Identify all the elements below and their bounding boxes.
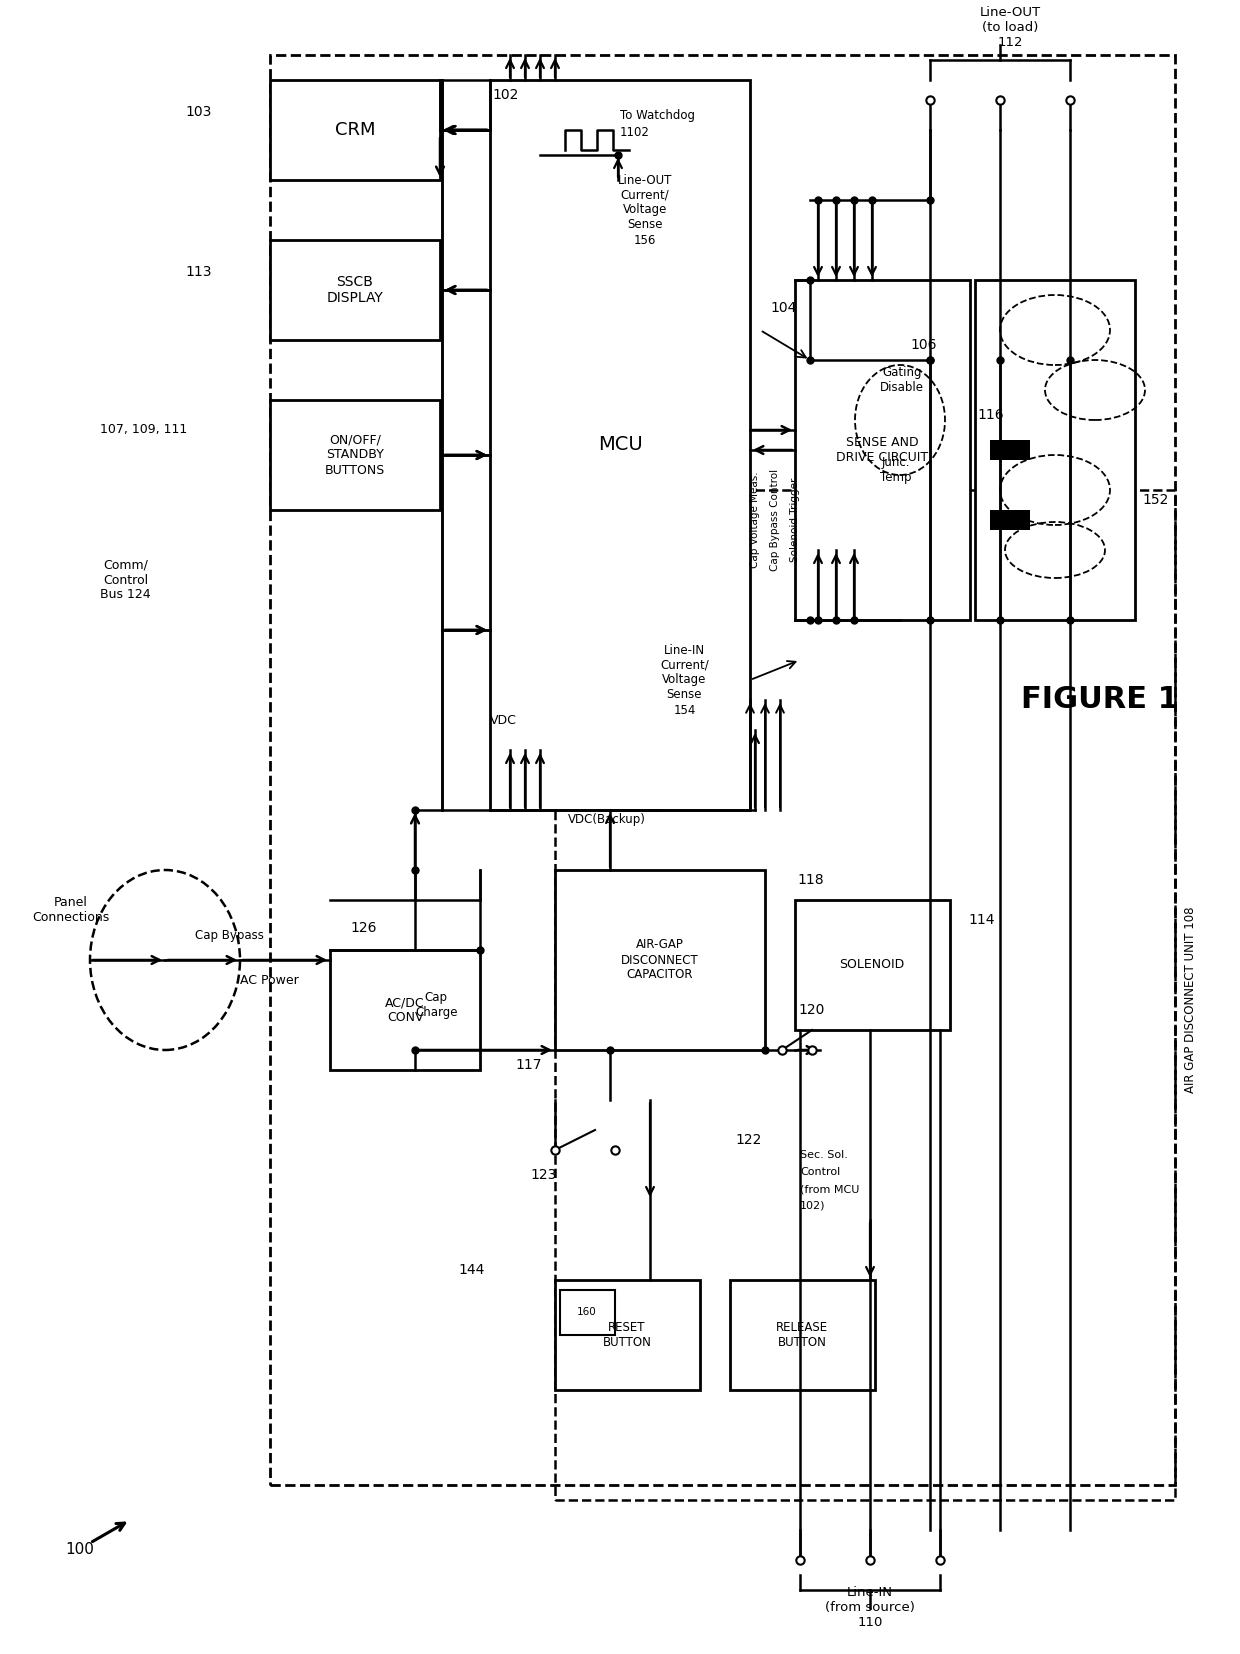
Text: VDC(Backup): VDC(Backup)	[568, 814, 646, 827]
Text: 160: 160	[577, 1307, 596, 1317]
Text: 123: 123	[529, 1168, 557, 1183]
Polygon shape	[990, 440, 1030, 460]
Bar	[270, 240, 440, 341]
Text: Cap Bypass: Cap Bypass	[195, 928, 264, 941]
Text: Line-IN
Current/
Voltage
Sense
154: Line-IN Current/ Voltage Sense 154	[660, 643, 709, 716]
Bar	[975, 280, 1135, 620]
Text: 106: 106	[910, 337, 936, 352]
Text: Gating
Disable: Gating Disable	[880, 366, 924, 394]
Bar	[795, 900, 950, 1030]
Text: 107, 109, 111: 107, 109, 111	[100, 423, 187, 437]
Text: Cap Bypass Control: Cap Bypass Control	[770, 470, 780, 571]
Text: SENSE AND
DRIVE CIRCUIT: SENSE AND DRIVE CIRCUIT	[836, 437, 928, 465]
Text: Line-IN
(from source)
110: Line-IN (from source) 110	[825, 1586, 915, 1629]
Bar	[795, 280, 970, 620]
Bar	[270, 55, 1176, 1485]
Text: Line-OUT
(to load)
112: Line-OUT (to load) 112	[980, 7, 1040, 50]
Text: 114: 114	[968, 913, 994, 926]
Text: 102: 102	[492, 88, 518, 103]
Text: Sec. Sol.: Sec. Sol.	[800, 1150, 848, 1159]
Text: Control: Control	[800, 1168, 841, 1178]
Text: To Watchdog: To Watchdog	[620, 109, 694, 121]
Bar	[556, 870, 765, 1050]
Text: AC Power: AC Power	[241, 974, 299, 986]
Bar	[270, 79, 440, 180]
Text: MCU: MCU	[598, 435, 642, 455]
Text: RESET
BUTTON: RESET BUTTON	[603, 1322, 651, 1350]
Text: ON/OFF/
STANDBY
BUTTONS: ON/OFF/ STANDBY BUTTONS	[325, 433, 386, 476]
Text: 1102: 1102	[620, 126, 650, 139]
Text: 122: 122	[735, 1133, 761, 1146]
Text: Junc.
Temp: Junc. Temp	[880, 457, 911, 485]
Text: Comm/
Control
Bus 124: Comm/ Control Bus 124	[100, 559, 150, 602]
Text: Line-OUT
Current/
Voltage
Sense
156: Line-OUT Current/ Voltage Sense 156	[618, 174, 672, 246]
Bar	[730, 1280, 875, 1389]
Bar	[556, 1280, 701, 1389]
Text: SSCB
DISPLAY: SSCB DISPLAY	[326, 275, 383, 304]
Bar	[330, 949, 480, 1070]
Text: SOLENOID: SOLENOID	[839, 959, 905, 971]
Text: FIGURE 1: FIGURE 1	[1021, 685, 1179, 715]
Text: AIR GAP DISCONNECT UNIT 108: AIR GAP DISCONNECT UNIT 108	[1183, 906, 1197, 1093]
Text: AIR-GAP
DISCONNECT
CAPACITOR: AIR-GAP DISCONNECT CAPACITOR	[621, 938, 699, 981]
Text: 104: 104	[770, 301, 796, 314]
Bar	[560, 1290, 615, 1335]
Bar	[490, 79, 750, 810]
Text: 117: 117	[515, 1059, 542, 1072]
Text: Panel
Connections: Panel Connections	[32, 896, 109, 925]
Text: Solenoid Trigger: Solenoid Trigger	[790, 478, 800, 562]
Text: 103: 103	[185, 104, 211, 119]
Bar	[270, 400, 440, 509]
Text: VDC: VDC	[490, 713, 517, 726]
Text: (from MCU: (from MCU	[800, 1184, 859, 1194]
Text: 116: 116	[977, 409, 1003, 422]
Polygon shape	[990, 509, 1030, 529]
Text: 100: 100	[64, 1543, 94, 1558]
Text: CRM: CRM	[335, 121, 376, 139]
Text: 120: 120	[799, 1002, 825, 1017]
Text: Cap Voltage Meas.: Cap Voltage Meas.	[750, 471, 760, 569]
Text: 144: 144	[458, 1264, 485, 1277]
Bar	[556, 490, 1176, 1500]
Text: AC/DC
CONV: AC/DC CONV	[386, 996, 425, 1024]
Text: 152: 152	[1142, 493, 1168, 508]
Text: RELEASE
BUTTON: RELEASE BUTTON	[776, 1322, 828, 1350]
Text: Cap
Charge: Cap Charge	[415, 991, 458, 1019]
Text: 118: 118	[797, 873, 823, 887]
Text: 126: 126	[350, 921, 377, 935]
Text: 102): 102)	[800, 1201, 826, 1211]
Text: 113: 113	[185, 265, 212, 280]
